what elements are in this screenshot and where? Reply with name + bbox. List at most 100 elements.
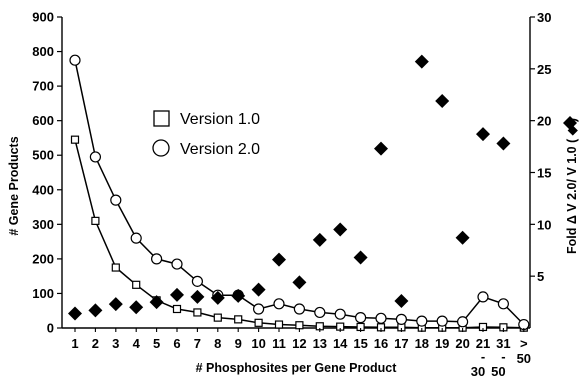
data-point-version-2 xyxy=(171,258,183,270)
x-tick-label: 5 xyxy=(153,336,160,351)
x-tick-label: 20 xyxy=(455,336,469,351)
x-tick-label: 30 xyxy=(471,364,485,379)
x-tick-label: 4 xyxy=(133,336,141,351)
legend-marker-version-1 xyxy=(153,110,170,127)
x-axis-title: # Phosphosites per Gene Product xyxy=(196,361,398,375)
data-point-version-2 xyxy=(253,303,265,315)
x-tick-label: 2 xyxy=(92,336,99,351)
data-point-fold-change xyxy=(129,300,144,315)
x-tick-label: 10 xyxy=(251,336,265,351)
y-tick-label: 100 xyxy=(32,286,54,301)
data-point-fold-change xyxy=(476,127,490,142)
data-point-fold-change xyxy=(455,230,470,245)
data-point-fold-change xyxy=(312,232,327,247)
data-point-fold-change xyxy=(231,288,246,303)
data-point-version-2 xyxy=(89,151,102,163)
data-point-version-2 xyxy=(375,312,387,324)
data-point-version-2 xyxy=(457,316,469,328)
x-tick-label: 12 xyxy=(292,336,306,351)
x-tick-label: - xyxy=(481,349,485,364)
y-tick-label: 0 xyxy=(47,321,54,336)
y2-axis-title: Fold Δ V 2.0/ V 1.0 ( ◆ ) xyxy=(565,118,579,254)
y-tick-label: 500 xyxy=(32,148,54,163)
data-point-version-2 xyxy=(314,306,326,319)
y2-tick-label: 30 xyxy=(537,10,551,25)
x-tick-label: - xyxy=(501,349,505,364)
data-point-version-1 xyxy=(70,135,80,144)
data-point-fold-change xyxy=(190,289,205,304)
data-point-version-1 xyxy=(274,320,284,329)
x-tick-label: 7 xyxy=(194,336,201,351)
data-point-fold-change xyxy=(496,136,511,151)
data-point-version-1 xyxy=(91,216,100,225)
data-point-version-2 xyxy=(293,303,305,315)
data-point-version-2 xyxy=(191,275,203,287)
data-point-fold-change xyxy=(292,275,307,290)
x-tick-label: 6 xyxy=(173,336,180,351)
data-point-version-2 xyxy=(395,313,407,325)
y2-title-diamond xyxy=(563,116,577,130)
data-point-fold-change xyxy=(251,282,266,297)
data-point-version-1 xyxy=(111,263,120,272)
x-tick-label: 15 xyxy=(353,336,367,351)
data-point-fold-change xyxy=(272,252,286,267)
legend-label-version-1: Version 1.0 xyxy=(180,111,260,128)
data-point-version-2 xyxy=(416,315,428,327)
data-point-fold-change xyxy=(374,141,388,156)
data-point-version-1 xyxy=(234,315,243,324)
data-point-version-2 xyxy=(110,194,122,206)
data-point-version-1 xyxy=(254,318,263,327)
y-tick-label: 300 xyxy=(32,217,54,232)
data-point-version-2 xyxy=(436,315,448,327)
y-tick-label: 900 xyxy=(32,10,54,25)
x-tick-label: > xyxy=(520,336,528,351)
data-point-version-1 xyxy=(213,313,222,322)
data-point-version-1 xyxy=(172,304,182,314)
x-tick-label: 19 xyxy=(435,336,449,351)
y2-tick-label: 25 xyxy=(537,62,551,77)
legend: Version 1.0 Version 2.0 xyxy=(152,110,260,158)
legend-marker-version-2 xyxy=(152,139,170,157)
data-point-version-2 xyxy=(130,232,142,244)
data-point-fold-change xyxy=(333,222,348,237)
x-tick-label: 11 xyxy=(272,336,286,351)
y-tick-label: 800 xyxy=(32,44,54,59)
x-tick-label: 21 xyxy=(476,336,490,351)
data-point-version-1 xyxy=(193,308,202,317)
x-tick-label: 50 xyxy=(517,351,531,366)
legend-label-version-2: Version 2.0 xyxy=(180,141,260,158)
y2-tick-label: 5 xyxy=(537,269,544,284)
data-point-version-2 xyxy=(69,54,81,66)
y-axis-title: # Gene Products xyxy=(7,136,21,235)
data-point-fold-change xyxy=(353,250,368,265)
x-tick-label: 18 xyxy=(415,336,429,351)
y-tick-label: 600 xyxy=(32,113,54,128)
data-point-fold-change xyxy=(68,306,82,321)
data-point-version-2 xyxy=(497,298,509,310)
data-point-version-1 xyxy=(295,321,304,330)
x-tick-label: 50 xyxy=(491,364,505,379)
series-line-1 xyxy=(74,139,524,329)
x-tick-label: 8 xyxy=(214,336,221,351)
data-point-version-2 xyxy=(355,312,367,324)
x-tick-label: 3 xyxy=(112,336,119,351)
y-tick-label: 700 xyxy=(32,79,54,94)
y-tick-label: 400 xyxy=(32,182,54,197)
x-tick-label: 31 xyxy=(496,336,510,351)
data-point-fold-change xyxy=(414,54,429,69)
y2-tick-label: 20 xyxy=(537,114,551,129)
data-point-fold-change xyxy=(394,294,409,309)
data-point-fold-change xyxy=(88,303,103,318)
x-tick-label: 13 xyxy=(313,336,327,351)
data-point-fold-change xyxy=(210,290,225,305)
data-point-version-1 xyxy=(132,280,141,289)
data-point-fold-change xyxy=(435,93,450,108)
x-tick-label: 14 xyxy=(333,336,348,351)
data-point-version-2 xyxy=(273,298,285,310)
x-tick-label: 9 xyxy=(235,336,242,351)
data-point-version-2 xyxy=(334,308,346,320)
y2-tick-label: 10 xyxy=(537,217,551,232)
data-point-fold-change xyxy=(170,287,184,302)
